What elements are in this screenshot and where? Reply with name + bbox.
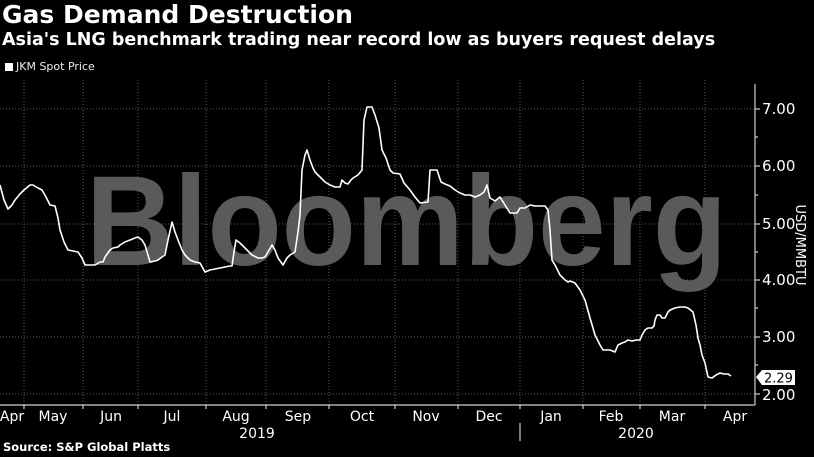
y-tick-label: 7.00	[762, 100, 795, 118]
source-note: Source: S&P Global Platts	[3, 440, 171, 454]
x-tick-label: Jun	[99, 409, 122, 425]
y-tick-label: 5.00	[762, 215, 795, 233]
y-tick-label: 3.00	[762, 328, 795, 346]
y-tick-label: 4.00	[762, 271, 795, 289]
jkm-price-line	[0, 106, 732, 379]
y-axis-title: USD/MMBTU	[792, 205, 807, 286]
x-tick-label: Jul	[163, 409, 181, 425]
x-tick-label: Sep	[285, 409, 312, 425]
x-tick-label: Feb	[599, 409, 624, 425]
x-tick-label: Apr	[0, 409, 24, 425]
x-year-label: 2020	[618, 426, 654, 442]
y-tick-label: 6.00	[762, 157, 795, 175]
x-tick-label: Mar	[659, 409, 686, 425]
x-tick-label: Aug	[222, 409, 249, 425]
legend-label: JKM Spot Price	[16, 60, 95, 73]
vertical-gridlines	[23, 80, 706, 405]
x-tick-label: Nov	[412, 409, 439, 425]
y-tick-label: 2.00	[762, 386, 795, 404]
x-tick-label: Apr	[723, 409, 747, 425]
legend: JKM Spot Price	[5, 60, 95, 73]
chart-subtitle: Asia's LNG benchmark trading near record…	[2, 30, 716, 50]
x-tick-label: Jan	[539, 409, 562, 425]
x-axis: Apr May Jun Jul Aug Sep Oct Nov Dec Jan …	[0, 404, 755, 442]
last-value-tag: 2.29	[756, 370, 795, 387]
bloomberg-watermark: Bloomberg	[86, 150, 727, 293]
x-tick-label: Dec	[475, 409, 502, 425]
chart-title: Gas Demand Destruction	[2, 0, 353, 29]
x-tick-label: May	[39, 409, 68, 425]
last-value-label: 2.29	[764, 372, 793, 387]
x-tick-label: Oct	[350, 409, 375, 425]
x-year-label: 2019	[239, 426, 275, 442]
legend-swatch-icon	[5, 62, 13, 71]
y-axis: 7.00 6.00 5.00 4.00 3.00 2.00 USD/MMBTU	[754, 84, 807, 405]
